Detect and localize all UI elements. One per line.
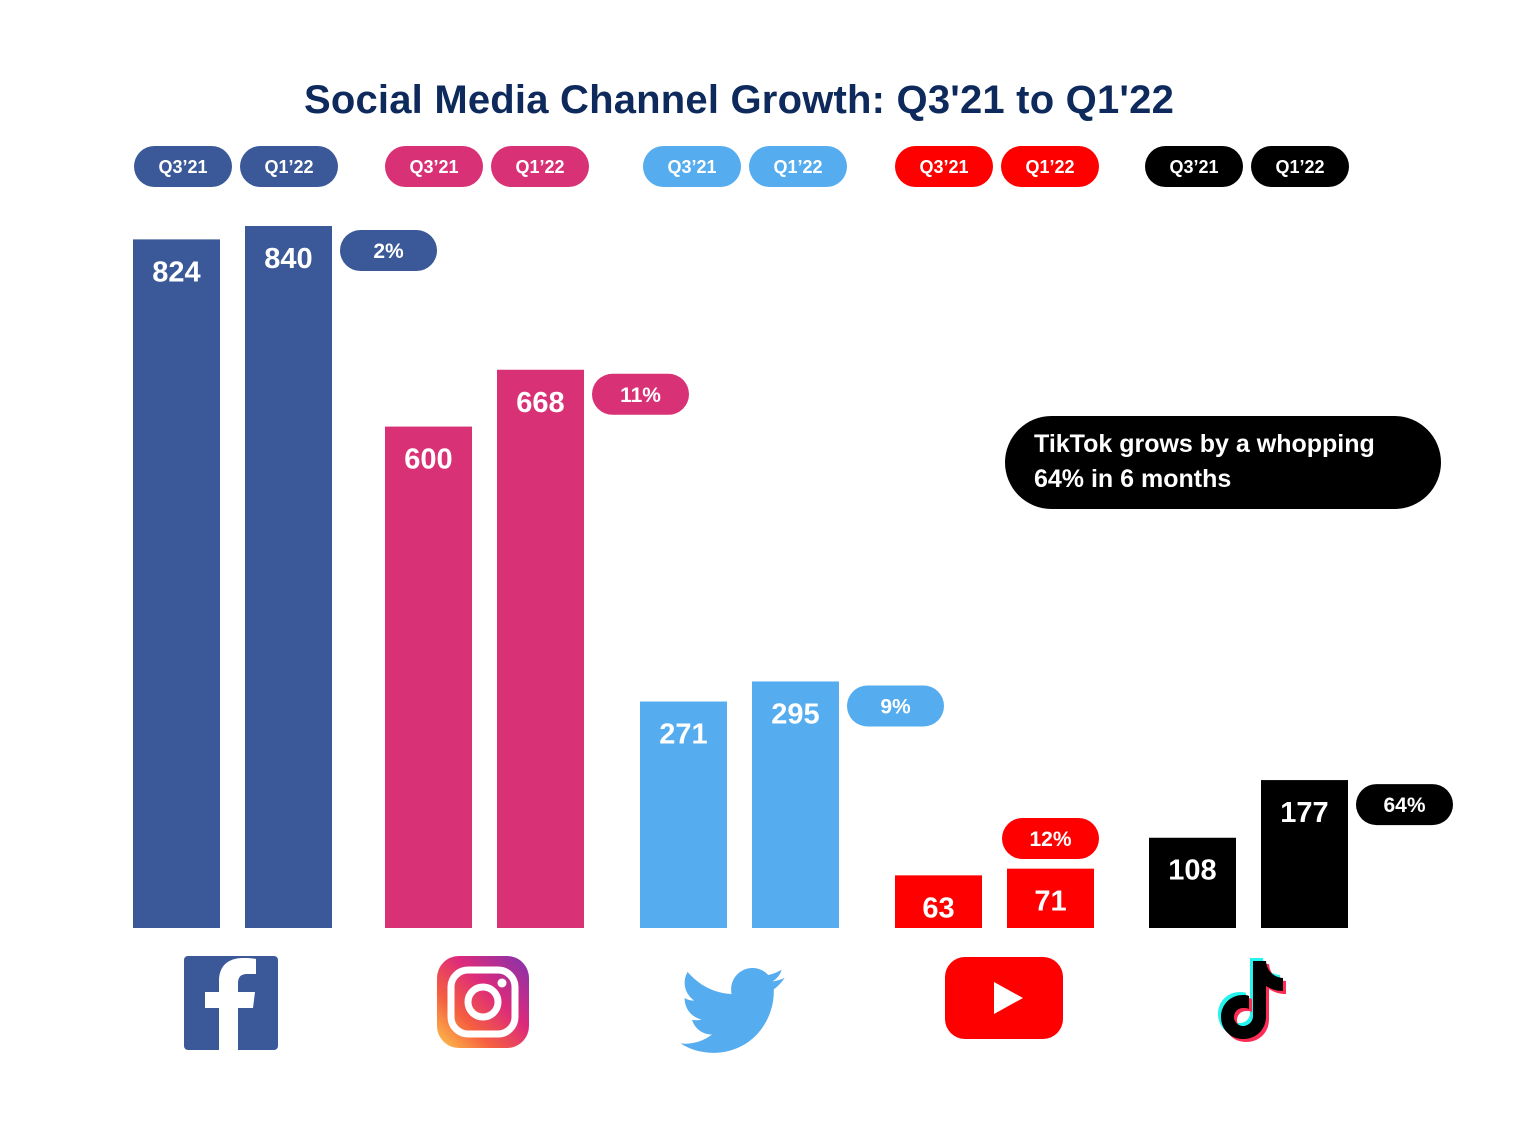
period-pill bbox=[895, 146, 993, 187]
growth-label: 64% bbox=[1383, 794, 1425, 817]
period-label: Q1’22 bbox=[1025, 157, 1074, 177]
bar-value-label: 177 bbox=[1280, 797, 1328, 829]
period-label: Q3’21 bbox=[667, 157, 716, 177]
bar bbox=[640, 701, 727, 928]
growth-pill bbox=[592, 373, 689, 415]
youtube-icon bbox=[945, 957, 1063, 1039]
bar bbox=[752, 681, 839, 928]
period-label: Q3’21 bbox=[409, 157, 458, 177]
period-pill bbox=[1001, 146, 1099, 187]
bar-group: Q3’21 Q1’22 824 840 2% bbox=[133, 146, 437, 1050]
bar bbox=[1149, 837, 1236, 928]
bar bbox=[497, 369, 584, 928]
period-label: Q1’22 bbox=[773, 157, 822, 177]
period-pill bbox=[749, 146, 847, 187]
bar-value-label: 600 bbox=[404, 444, 452, 476]
bar-group: Q3’21 Q1’22 600 668 11% bbox=[385, 146, 689, 1048]
period-label: Q3’21 bbox=[919, 157, 968, 177]
bar-value-label: 824 bbox=[152, 256, 200, 288]
growth-label: 11% bbox=[620, 384, 661, 407]
callout-line-1: TikTok grows by a whopping bbox=[1034, 430, 1375, 458]
bar-value-label: 840 bbox=[264, 243, 312, 275]
tiktok-icon bbox=[1218, 958, 1286, 1042]
period-pill bbox=[134, 146, 232, 187]
facebook-icon bbox=[184, 956, 278, 1050]
period-label: Q1’22 bbox=[1275, 157, 1324, 177]
period-pill bbox=[385, 146, 483, 187]
bar-value-label: 668 bbox=[516, 387, 564, 419]
period-label: Q3’21 bbox=[158, 157, 207, 177]
twitter-icon bbox=[680, 968, 785, 1053]
bar-group: Q3’21 Q1’22 271 295 9% bbox=[640, 146, 944, 1053]
period-pill bbox=[643, 146, 741, 187]
bar bbox=[1261, 780, 1348, 928]
period-pill bbox=[240, 146, 338, 187]
period-label: Q1’22 bbox=[515, 157, 564, 177]
growth-pill bbox=[1356, 784, 1453, 826]
chart-title: Social Media Channel Growth: Q3'21 to Q1… bbox=[303, 78, 1175, 122]
bar bbox=[385, 426, 472, 928]
bar bbox=[245, 226, 332, 929]
bar-value-label: 71 bbox=[1034, 886, 1066, 918]
bar bbox=[1007, 868, 1094, 928]
callout-line-2: 64% in 6 months bbox=[1034, 465, 1232, 493]
bar bbox=[895, 875, 982, 928]
period-label: Q1’22 bbox=[264, 157, 313, 177]
growth-label: 9% bbox=[880, 695, 911, 718]
bar-value-label: 295 bbox=[771, 698, 819, 730]
instagram-icon bbox=[437, 956, 529, 1048]
growth-label: 12% bbox=[1029, 828, 1071, 851]
period-pill bbox=[1251, 146, 1349, 187]
bar-value-label: 271 bbox=[659, 719, 707, 751]
bar-group: Q3’21 Q1’22 108 177 64% bbox=[1145, 146, 1453, 1042]
bar-value-label: 108 bbox=[1168, 855, 1216, 887]
period-label: Q3’21 bbox=[1169, 157, 1218, 177]
bar-group: Q3’21 Q1’22 63 71 12% bbox=[895, 146, 1099, 1039]
growth-pill bbox=[847, 685, 944, 727]
growth-pill bbox=[1002, 818, 1099, 859]
period-pill bbox=[1145, 146, 1243, 187]
growth-label: 2% bbox=[373, 240, 404, 263]
period-pill bbox=[491, 146, 589, 187]
tiktok-callout: TikTok grows by a whopping 64% in 6 mont… bbox=[1005, 416, 1441, 509]
bar bbox=[133, 239, 220, 929]
bar-value-label: 63 bbox=[922, 892, 954, 924]
growth-pill bbox=[340, 230, 437, 272]
